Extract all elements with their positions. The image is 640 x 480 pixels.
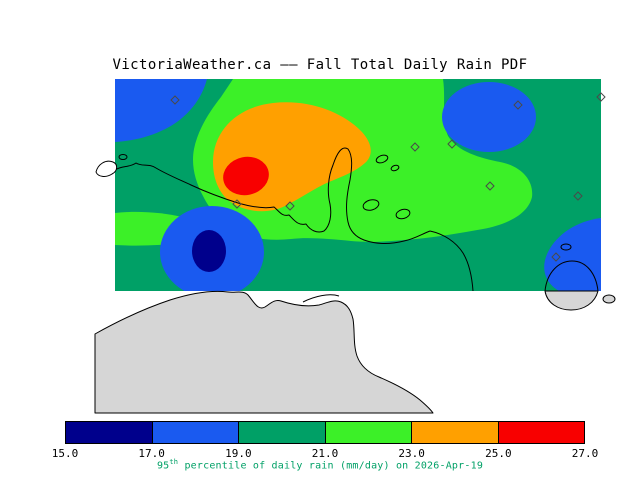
colorbar-tick-label: 23.0 [398,447,425,460]
station-marker [551,252,561,262]
colorbar-tick-label: 25.0 [485,447,512,460]
contour-red-max [223,156,269,196]
caption-superscript: th [169,458,179,466]
island-2 [390,164,400,172]
contour-navy-min [192,230,226,272]
coastlines [95,147,599,292]
colorbar [65,421,585,444]
contour-blue-se [544,218,601,291]
station-marker [447,139,457,149]
caption-value: 95 [156,460,170,472]
coastline-vancouver-island [114,147,431,244]
coastline-strait-exit [429,230,474,292]
station-marker [513,100,523,110]
colorbar-tick-label: 27.0 [571,447,599,460]
caption-text: percentile of daily rain (mm/day) on 202… [178,460,484,472]
dungeness-spit [302,294,340,303]
island-4 [395,208,411,220]
colorbar-tick-label: 21.0 [311,447,339,460]
station-marker [232,199,242,209]
contour-blue-ne [442,82,536,152]
contour-blue-nw [115,79,207,142]
land-olympic-peninsula [94,290,434,414]
station-markers [170,92,606,262]
data-domain [115,79,601,291]
station-marker [573,191,583,201]
colorbar-segment [151,422,238,443]
island-sanjuan-north-shore [544,260,599,292]
colorbar-segment [238,422,325,443]
station-marker [596,92,606,102]
colorbar-segment [411,422,498,443]
station-marker [285,201,295,211]
colorbar-segment [497,422,584,443]
island-3 [362,199,380,211]
colorbar-tick-label: 15.0 [51,447,79,460]
island-1 [375,154,389,164]
land-areas [94,290,616,414]
colorbar-tick-label: 17.0 [138,447,165,460]
colorbar-tick-label: 19.0 [225,447,252,460]
station-marker [170,95,180,105]
colorbar-segment [66,422,152,443]
land-islet-east [602,294,616,304]
plot-caption: 95th percentile of daily rain (mm/day) o… [0,458,640,471]
colorbar-segment [324,422,411,443]
island-5 [560,243,572,251]
islet-offshore-west [95,160,118,177]
colorbar-tick-labels: 15.0 17.0 19.0 21.0 23.0 25.0 27.0 [52,447,599,461]
islet-small-west [118,154,128,160]
station-marker [485,181,495,191]
station-marker [410,142,420,152]
plot-title: VictoriaWeather.ca —— Fall Total Daily R… [112,57,528,73]
land-island-sanjuan [544,290,599,311]
